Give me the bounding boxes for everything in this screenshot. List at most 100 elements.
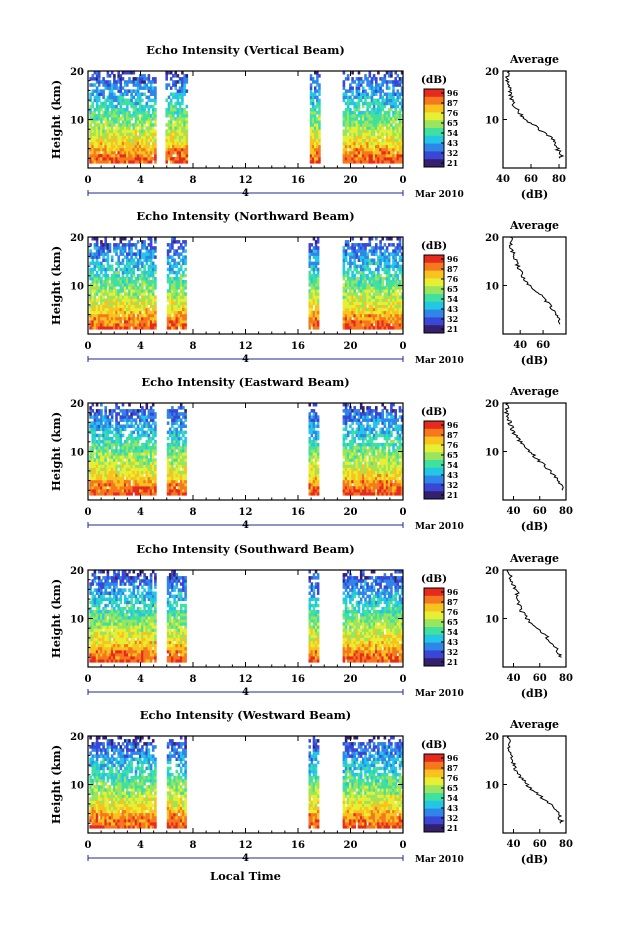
heatmap-cell (147, 458, 151, 462)
heatmap-cell (316, 489, 320, 493)
heatmap-cell (396, 280, 400, 284)
heatmap-cell (181, 117, 184, 121)
heatmap-cell (108, 120, 112, 124)
heatmap-cell (314, 304, 318, 309)
heatmap-cell (311, 104, 315, 109)
heatmap-cell (126, 270, 129, 275)
heatmap-cell (398, 138, 402, 143)
heatmap-cell (89, 464, 92, 468)
heatmap-cell (314, 289, 318, 293)
profile-title: Average (509, 53, 559, 66)
heatmap-cell (100, 489, 103, 493)
heatmap-cell (368, 240, 372, 244)
heatmap-cell (318, 160, 321, 164)
heatmap-cell (183, 138, 186, 143)
heatmap-cell (168, 264, 172, 269)
heatmap-cell (126, 276, 129, 281)
heatmap-cell (113, 110, 116, 115)
heatmap-cell (108, 476, 112, 481)
heatmap-cell (379, 92, 382, 96)
heatmap-cell (102, 489, 105, 493)
heatmap-cell (97, 479, 101, 484)
heatmap-cell (184, 249, 187, 253)
heatmap-cell (128, 270, 131, 275)
heatmap-cell (310, 301, 314, 305)
heatmap-cell (119, 141, 123, 146)
heatmap-cell (353, 114, 356, 118)
heatmap-cell (93, 120, 97, 124)
heatmap-cell (183, 80, 186, 84)
heatmap-cell (171, 307, 174, 312)
heatmap-cell (115, 464, 118, 468)
heatmap-cell (316, 326, 320, 330)
heatmap-cell (387, 157, 391, 161)
heatmap-cell (102, 255, 105, 259)
heatmap-cell (119, 323, 123, 327)
heatmap-cell (149, 310, 153, 315)
heatmap-cell (154, 80, 157, 84)
heatmap-cell (375, 286, 378, 290)
heatmap-cell (171, 492, 174, 496)
heatmap-cell (139, 95, 142, 100)
heatmap-cell (104, 458, 107, 462)
heatmap-cell (104, 304, 107, 309)
heatmap-cell (126, 467, 129, 471)
heatmap-cell (355, 135, 359, 139)
heatmap-cell (121, 467, 125, 471)
heatmap-cell (91, 470, 95, 475)
heatmap-cell (141, 489, 144, 493)
heatmap-cell (342, 323, 346, 327)
heatmap-cell (117, 492, 120, 496)
heatmap-cell (175, 249, 179, 253)
heatmap-cell (366, 243, 369, 247)
heatmap-cell (398, 270, 402, 275)
heatmap-cell (143, 313, 146, 318)
heatmap-cell (342, 246, 346, 250)
heatmap-cell (314, 273, 318, 278)
heatmap-cell (89, 114, 92, 118)
heatmap-cell (134, 80, 138, 84)
heatmap-cell (342, 452, 346, 456)
heatmap-cell (394, 107, 397, 112)
heatmap-cell (128, 479, 131, 484)
heatmap-cell (311, 120, 315, 124)
heatmap-cell (141, 264, 144, 269)
heatmap-cell (93, 237, 97, 241)
heatmap-cell (106, 123, 110, 127)
heatmap-cell (91, 452, 95, 456)
heatmap-cell (314, 476, 318, 481)
heatmap-cell (357, 98, 361, 103)
heatmap-cell (97, 252, 101, 256)
heatmap-cell (149, 319, 153, 324)
heatmap-cell (147, 427, 151, 432)
heatmap-cell (370, 138, 374, 143)
heatmap-cell (173, 439, 176, 444)
heatmap-cell (145, 489, 149, 493)
heatmap-cell (379, 120, 382, 124)
heatmap-cell (394, 286, 397, 290)
heatmap-cell (179, 446, 183, 450)
heatmap-cell (100, 264, 103, 269)
heatmap-cell (357, 132, 361, 136)
heatmap-cell (113, 270, 116, 275)
heatmap-cell (182, 286, 185, 290)
heatmap-cell (128, 489, 131, 493)
heatmap-cell (121, 153, 125, 158)
heatmap-cell (119, 409, 123, 413)
heatmap-cell (100, 117, 103, 121)
heatmap-cell (387, 258, 391, 262)
heatmap-cell (346, 313, 350, 318)
heatmap-cell (113, 283, 116, 287)
heatmap-cell (89, 255, 92, 259)
heatmap-cell (126, 479, 129, 484)
heatmap-cell (377, 301, 380, 305)
heatmap-cell (149, 92, 153, 96)
heatmap-cell (178, 77, 182, 81)
heatmap-cell (168, 310, 172, 315)
heatmap-cell (126, 473, 129, 478)
profile-line (508, 236, 561, 325)
heatmap-cell (171, 298, 174, 302)
heatmap-cell (368, 326, 372, 330)
heatmap-cell (108, 264, 112, 269)
heatmap-cell (357, 126, 361, 130)
